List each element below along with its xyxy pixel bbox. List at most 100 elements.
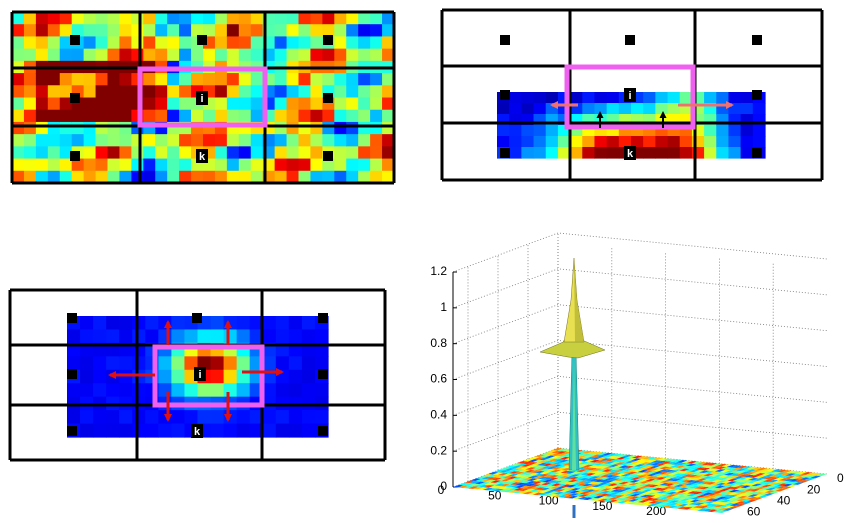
node-label: i: [200, 93, 203, 105]
heatmap-cell: [298, 36, 312, 50]
heatmap-cell: [716, 103, 730, 115]
node-marker: [323, 151, 333, 161]
surface-patch: [622, 501, 634, 504]
surface-patch: [661, 474, 673, 478]
surface-patch: [652, 504, 664, 507]
surface-patch: [729, 503, 741, 507]
surface-patch: [642, 486, 654, 490]
surface-patch: [626, 487, 638, 491]
heatmap-cell: [203, 134, 216, 147]
surface-patch: [556, 451, 568, 454]
surface-patch: [754, 489, 766, 493]
surface-patch: [476, 476, 488, 479]
heatmap-cell: [171, 423, 186, 438]
surface-patch: [569, 490, 581, 494]
node-label: i: [198, 369, 201, 381]
heatmap-cell: [691, 103, 705, 115]
heatmap-cell: [12, 24, 25, 38]
heatmap-cell: [179, 158, 192, 172]
surface-patch: [725, 483, 737, 487]
surface-patch: [530, 467, 542, 471]
heatmap-cell: [59, 85, 73, 99]
surface-patch: [691, 461, 703, 465]
surface-patch: [693, 472, 705, 476]
surface-patch: [704, 468, 716, 471]
surface-patch: [611, 453, 623, 457]
heatmap-cell: [132, 356, 146, 371]
surface-patch: [667, 489, 679, 492]
heatmap-cell: [236, 316, 251, 331]
heatmap-cell: [214, 48, 228, 62]
node-marker: [500, 148, 510, 158]
heatmap-cell: [83, 146, 97, 160]
surface-patch: [463, 483, 475, 486]
heatmap-cell: [667, 103, 681, 115]
surface-patch: [497, 472, 509, 476]
surface-patch: [531, 478, 543, 482]
surface-patch: [674, 498, 686, 501]
surface-patch: [653, 485, 665, 488]
heatmap-cell: [370, 109, 383, 123]
heatmap-cell: [358, 73, 371, 86]
surface-patch: [659, 480, 671, 483]
surface-patch: [673, 503, 684, 507]
surface-patch: [597, 452, 608, 455]
surface-patch: [482, 474, 493, 477]
heatmap-cell: [203, 12, 216, 25]
heatmap-cell: [334, 73, 347, 86]
surface-patch: [622, 468, 634, 472]
heatmap-cell: [59, 24, 73, 38]
surface-patch: [648, 498, 660, 501]
surface-patch: [683, 504, 694, 507]
surface-patch: [717, 493, 728, 497]
heatmap-cell: [643, 103, 656, 115]
surface-patch: [538, 490, 550, 494]
z-tick-label: 0.2: [430, 443, 447, 457]
surface-patch: [665, 494, 677, 498]
surface-patch: [526, 480, 537, 484]
node-marker: [70, 35, 80, 45]
heatmap-cell: [655, 92, 669, 104]
surface-patch: [816, 473, 827, 477]
heatmap-cell: [334, 109, 347, 123]
heatmap-cell: [132, 329, 146, 344]
heatmap-cell: [691, 125, 705, 137]
surface-patch: [546, 450, 558, 453]
surface-patch: [570, 471, 582, 475]
surface-patch: [674, 467, 685, 471]
surface-patch: [714, 501, 726, 505]
surface-patch: [659, 496, 671, 500]
surface-patch: [615, 489, 627, 493]
heatmap-cell: [286, 97, 300, 111]
surface-patch: [754, 473, 766, 476]
heatmap-cell: [214, 97, 228, 111]
heatmap-cell: [298, 12, 312, 25]
heatmap-cell: [35, 109, 49, 123]
surface-patch: [756, 467, 768, 471]
surface-patch: [621, 487, 633, 491]
surface-patch: [682, 474, 694, 477]
surface-patch: [703, 503, 715, 507]
heatmap-cell: [509, 92, 522, 104]
heatmap-cell: [346, 146, 359, 160]
heatmap-cell: [238, 146, 252, 160]
surface-patch: [562, 495, 574, 499]
node-label: k: [194, 426, 201, 438]
node-marker: [70, 151, 80, 161]
surface-patch: [557, 478, 569, 482]
heatmap-cell: [310, 12, 323, 25]
surface-patch: [631, 472, 643, 475]
surface-patch: [527, 475, 539, 479]
surface-patch: [575, 472, 587, 475]
surface-patch: [604, 477, 616, 481]
surface-patch: [709, 468, 721, 472]
surface-patch: [687, 491, 699, 494]
surface-patch: [485, 479, 497, 483]
surface-patch: [644, 478, 656, 482]
surface-patch: [533, 489, 545, 493]
surface-patch: [510, 482, 522, 485]
surface-patch: [609, 461, 621, 465]
surface-patch: [523, 488, 535, 492]
heatmap-cell: [210, 356, 225, 371]
heatmap-cell: [226, 158, 240, 172]
